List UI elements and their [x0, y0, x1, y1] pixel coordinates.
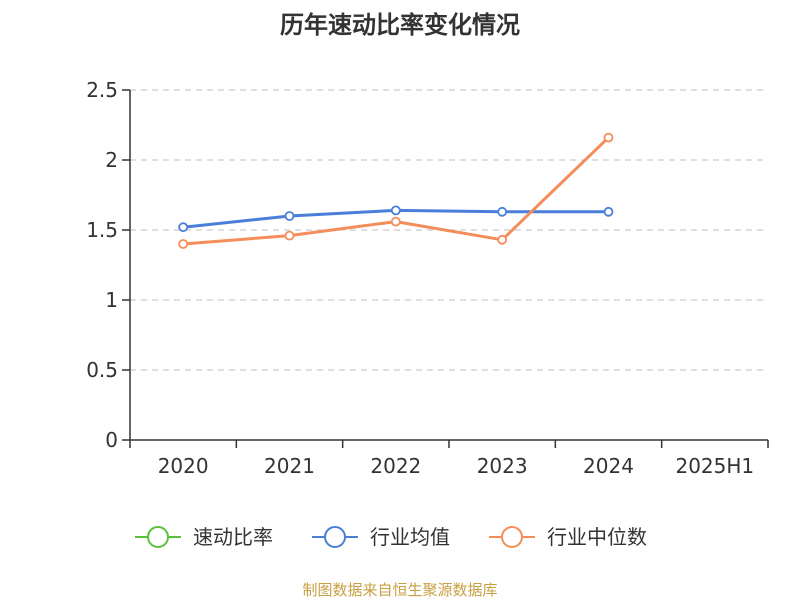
data-point — [284, 211, 295, 221]
x-tick-label: 2022 — [370, 454, 421, 478]
axes — [122, 89, 769, 448]
chart-title: 历年速动比率变化情况 — [280, 11, 520, 39]
data-point — [603, 206, 614, 217]
legend-marker-icon — [324, 526, 346, 548]
legend[interactable]: 速动比率 行业均值 行业中位数 — [135, 525, 647, 549]
data-point — [178, 222, 189, 233]
data-point — [497, 234, 508, 245]
data-point — [603, 132, 614, 143]
legend-label: 速动比率 — [193, 525, 273, 549]
series-3 — [178, 132, 614, 249]
legend-label: 行业均值 — [370, 525, 450, 549]
data-point — [497, 206, 508, 217]
legend-item-1[interactable]: 速动比率 — [135, 525, 273, 549]
data-point — [178, 239, 189, 249]
legend-item-3[interactable]: 行业中位数 — [489, 525, 647, 549]
legend-marker-icon — [501, 526, 523, 548]
y-tick-label: 1 — [105, 288, 118, 312]
series-2 — [178, 205, 614, 233]
x-tick-label: 2023 — [477, 454, 528, 478]
data-point — [390, 216, 401, 227]
data-point — [390, 205, 401, 216]
x-tick-label: 2025H1 — [675, 454, 754, 478]
x-tick-label: 2021 — [264, 454, 315, 478]
y-tick-label: 0 — [105, 428, 118, 452]
y-tick-label: 2 — [105, 148, 118, 172]
legend-marker-icon — [147, 526, 169, 548]
y-axis-ticks: 0 0.5 1 1.5 2 2.5 — [86, 78, 118, 452]
x-axis-ticks: 2020 2021 2022 2023 2024 2025H1 — [158, 454, 754, 478]
x-tick-label: 2020 — [158, 454, 209, 478]
series-line — [181, 136, 610, 246]
legend-label: 行业中位数 — [547, 525, 647, 549]
y-tick-label: 1.5 — [86, 218, 118, 242]
x-tick-label: 2024 — [583, 454, 634, 478]
y-tick-label: 2.5 — [86, 78, 118, 102]
source-note: 制图数据来自恒生聚源数据库 — [302, 581, 497, 599]
data-point — [284, 230, 295, 241]
y-tick-label: 0.5 — [86, 358, 118, 382]
series-lines — [178, 132, 614, 249]
legend-item-2[interactable]: 行业均值 — [312, 525, 450, 549]
